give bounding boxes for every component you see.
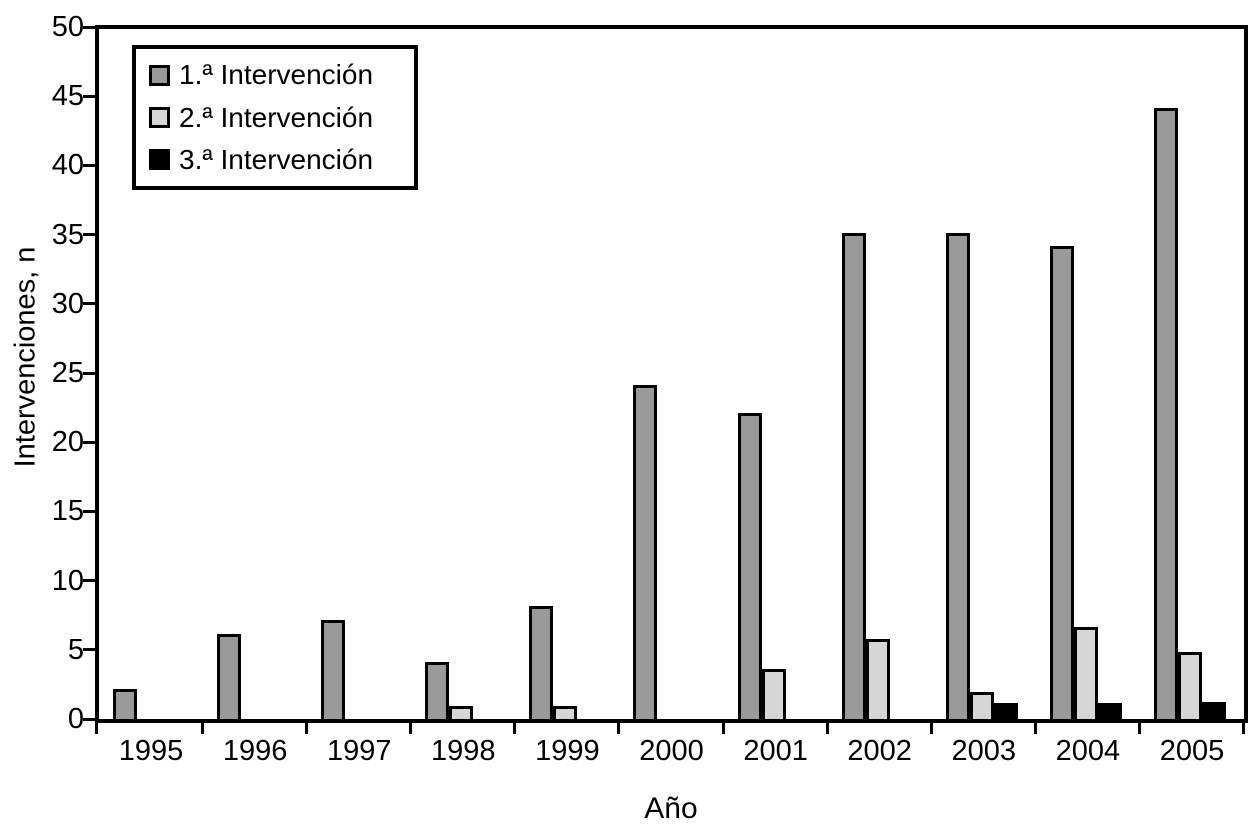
bar-2003-series2 xyxy=(969,692,994,719)
y-tick-label: 25 xyxy=(51,357,84,389)
legend-swatch-icon xyxy=(149,64,170,86)
x-tick-label-2000: 2000 xyxy=(639,735,704,767)
bar-2001-series2 xyxy=(761,669,786,719)
y-axis-tick xyxy=(83,94,97,98)
y-axis-tick xyxy=(83,717,97,721)
y-tick-label: 10 xyxy=(51,564,84,597)
y-axis-tick xyxy=(83,579,97,583)
y-axis-tick xyxy=(83,302,97,306)
y-axis-tick xyxy=(83,648,97,652)
bar-2002-series1 xyxy=(841,233,866,719)
x-axis-tick xyxy=(201,719,205,734)
bar-1999-series2 xyxy=(553,706,578,719)
y-tick-label: 50 xyxy=(51,11,84,43)
x-tick-label-2003: 2003 xyxy=(951,735,1017,767)
y-tick-label: 20 xyxy=(51,426,84,459)
bar-2005-series1 xyxy=(1153,108,1178,719)
y-tick-label: 40 xyxy=(51,149,84,182)
bar-2000-series1 xyxy=(633,385,658,719)
y-tick-label: 45 xyxy=(51,80,84,113)
bar-2002-series2 xyxy=(865,639,890,719)
bar-1998-series2 xyxy=(449,706,474,719)
y-axis-tick xyxy=(83,233,97,237)
y-tick-label: 35 xyxy=(51,218,84,251)
bar-2004-series3 xyxy=(1097,703,1122,719)
x-axis-tick xyxy=(513,719,517,734)
legend-row-1: 1.ª Intervención xyxy=(149,59,414,91)
x-axis-tick xyxy=(1242,719,1245,734)
y-tick-label: 0 xyxy=(67,703,84,735)
x-tick-label-1999: 1999 xyxy=(535,735,600,767)
y-axis-tick xyxy=(83,440,97,444)
x-axis-tick xyxy=(95,719,98,734)
x-axis-tick xyxy=(617,719,621,734)
x-tick-label-2002: 2002 xyxy=(847,735,912,767)
x-axis-tick xyxy=(409,719,413,734)
bar-2003-series1 xyxy=(945,233,970,719)
y-axis-tick xyxy=(83,509,97,513)
bar-1999-series1 xyxy=(529,606,554,719)
x-axis-tick xyxy=(1033,719,1037,734)
x-axis-title: Año xyxy=(644,792,698,825)
legend-label: 1.ª Intervención xyxy=(179,59,374,91)
legend-swatch-icon xyxy=(149,107,170,128)
x-tick-label-2005: 2005 xyxy=(1159,735,1225,767)
legend-box: 1.ª Intervención 2.ª Intervención 3.ª Inte… xyxy=(132,45,418,190)
legend-row-3: 3.ª Intervención xyxy=(149,144,414,176)
x-axis-tick xyxy=(1137,719,1141,734)
bar-1998-series1 xyxy=(425,662,450,719)
y-tick-label: 5 xyxy=(67,633,84,666)
bar-2003-series3 xyxy=(993,703,1018,719)
legend-row-2: 2.ª Intervención xyxy=(149,102,414,134)
legend-label: 2.ª Intervención xyxy=(179,101,374,133)
x-axis-tick xyxy=(721,719,725,734)
y-tick-label: 30 xyxy=(51,287,84,320)
bar-1997-series1 xyxy=(321,620,346,719)
bar-2005-series3 xyxy=(1201,702,1226,719)
y-axis-tick xyxy=(83,371,97,375)
legend-label: 3.ª Intervención xyxy=(179,143,374,175)
bar-1996-series1 xyxy=(217,634,242,719)
x-tick-label-1998: 1998 xyxy=(431,735,496,767)
x-tick-label-1995: 1995 xyxy=(118,735,184,767)
bar-2004-series2 xyxy=(1073,627,1098,719)
y-tick-label: 15 xyxy=(51,495,84,528)
legend-swatch-icon xyxy=(149,149,170,171)
x-axis-tick xyxy=(929,719,933,734)
bar-1995-series1 xyxy=(113,689,137,719)
x-axis-tick xyxy=(305,719,309,734)
x-tick-label-1997: 1997 xyxy=(326,735,392,767)
bar-2004-series1 xyxy=(1049,246,1074,719)
x-tick-label-2001: 2001 xyxy=(743,735,808,767)
y-axis-tick xyxy=(83,25,97,29)
y-axis-tick xyxy=(83,163,97,167)
bar-2005-series2 xyxy=(1177,652,1202,719)
x-axis-tick xyxy=(825,719,829,734)
bar-2001-series1 xyxy=(737,413,762,719)
x-tick-label-2004: 2004 xyxy=(1055,735,1121,767)
x-tick-label-1996: 1996 xyxy=(222,735,288,767)
